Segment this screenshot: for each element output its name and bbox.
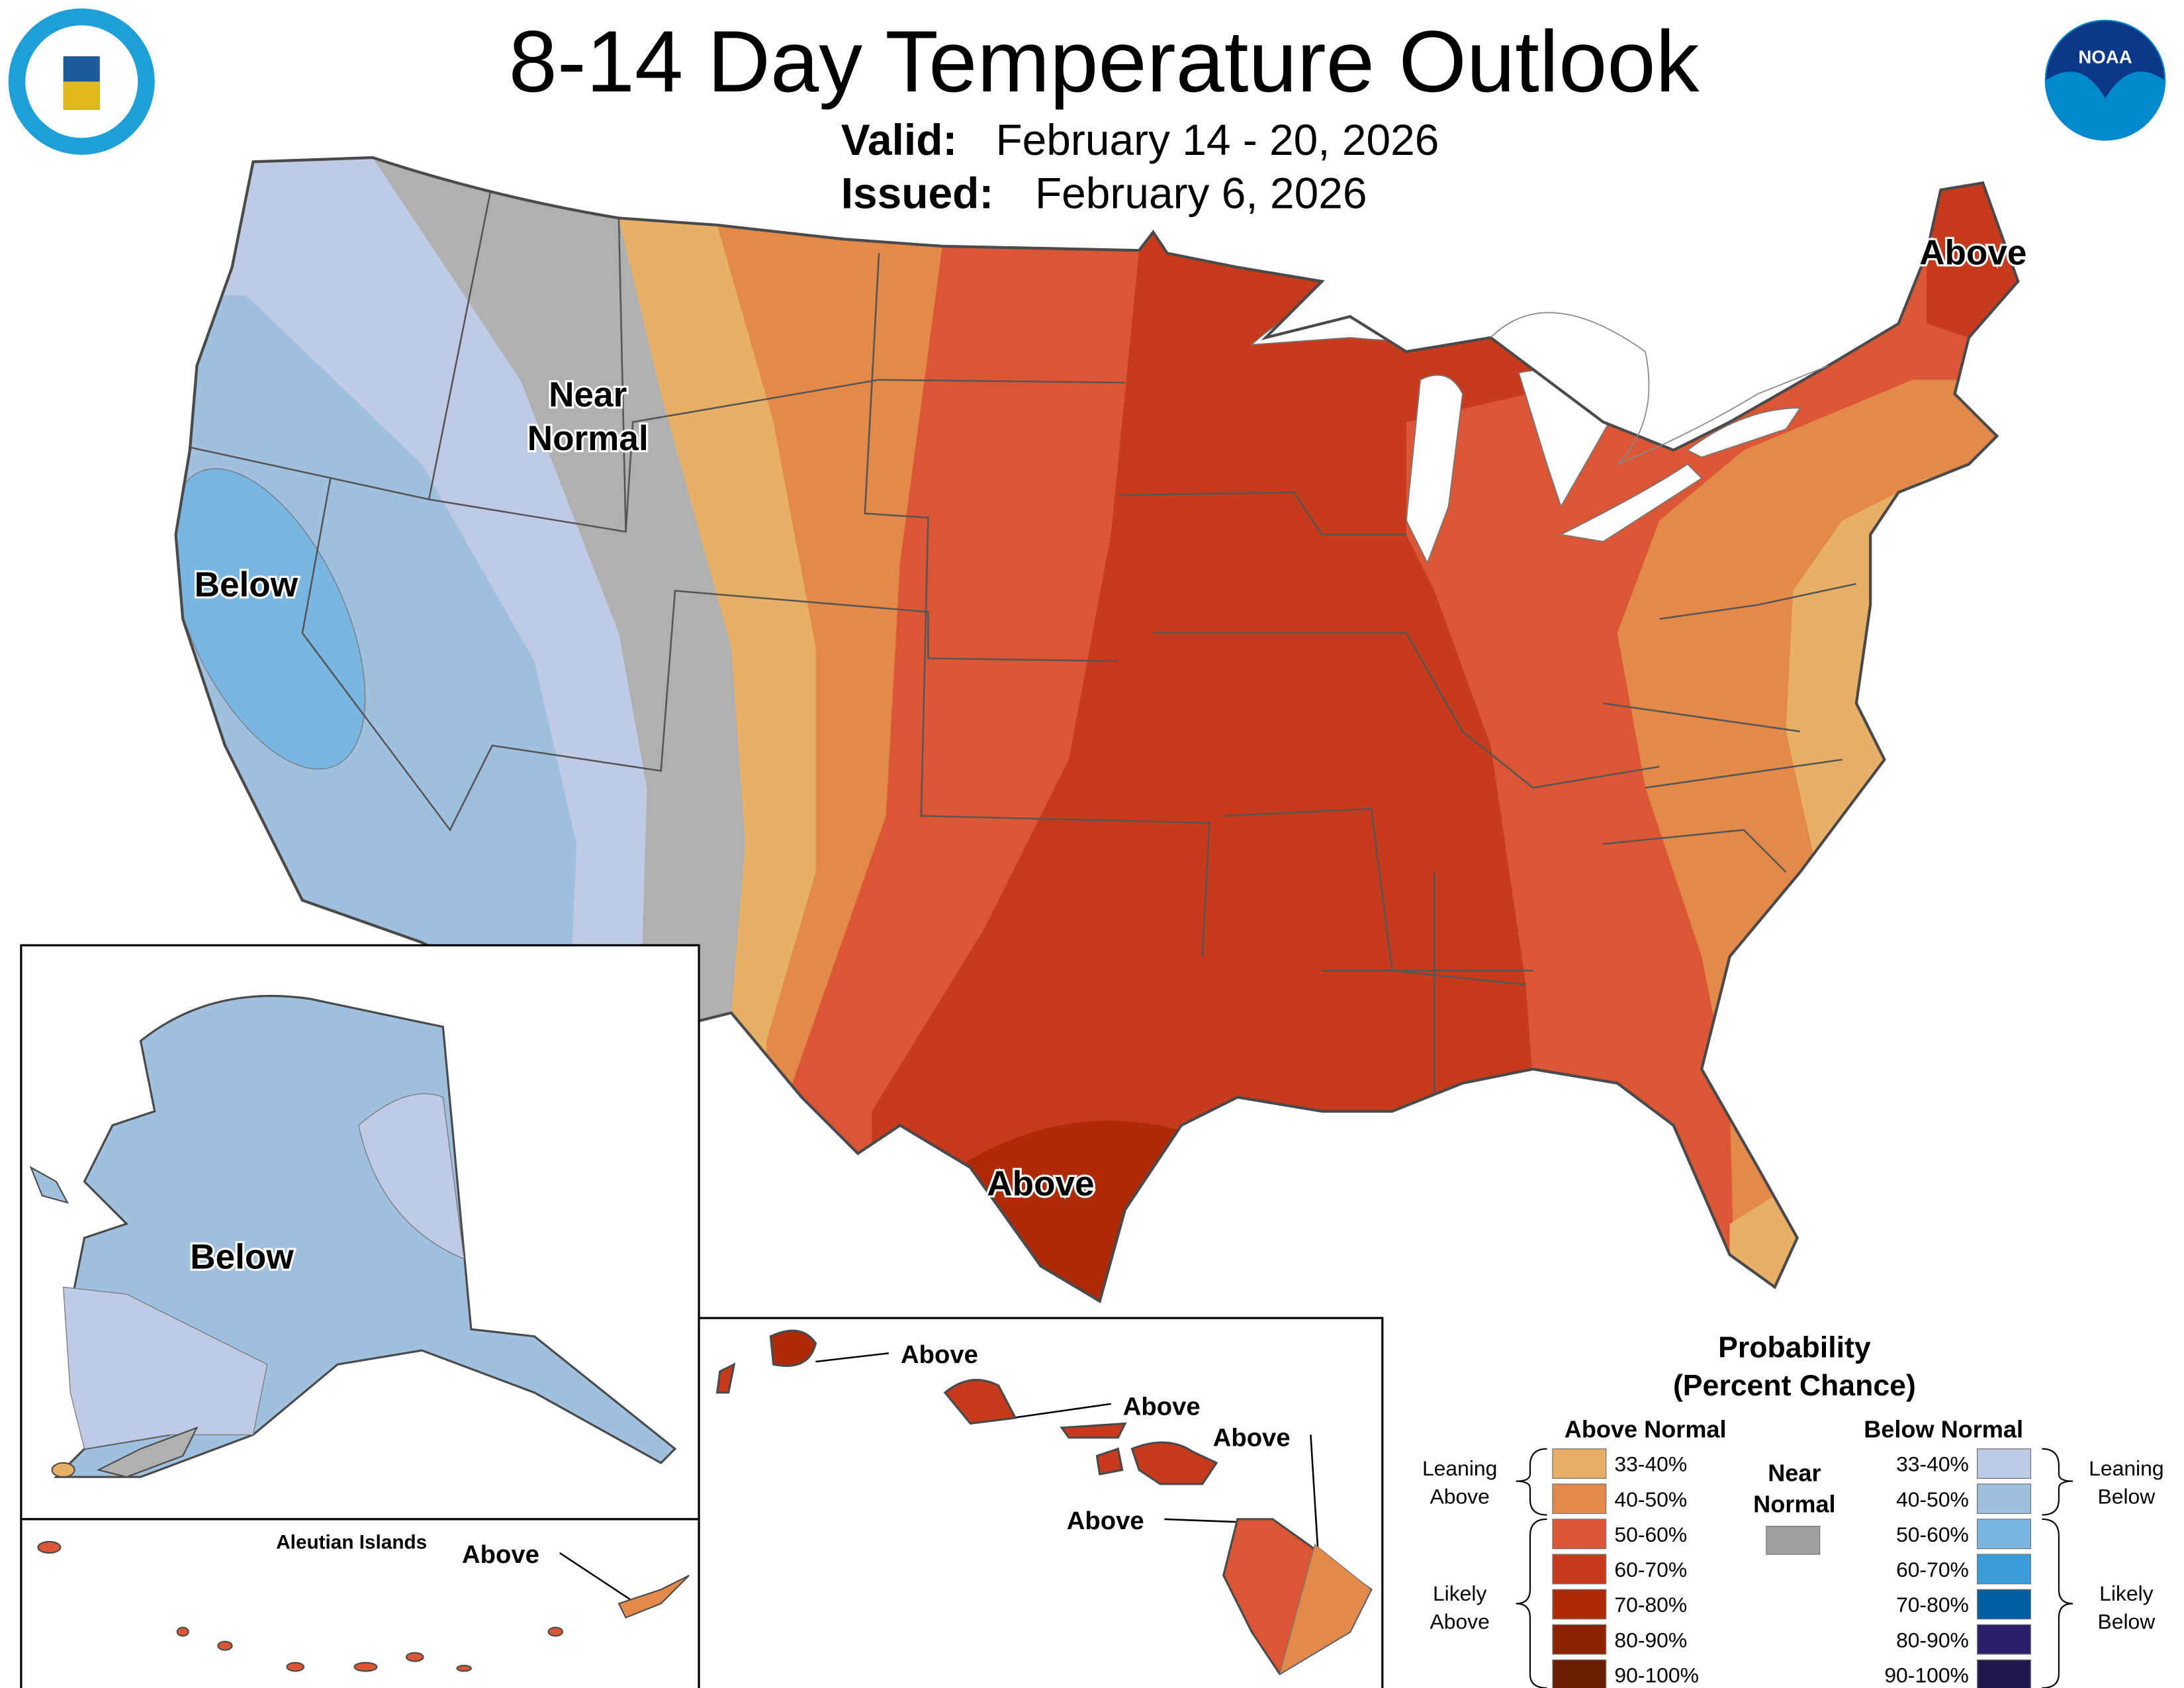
state-borders xyxy=(189,183,1857,1098)
aleutian-title: Aleutian Islands xyxy=(276,1532,427,1554)
legend-label-above-3: 60-70% xyxy=(1614,1558,1687,1581)
label-near-normal-1: Near xyxy=(549,375,627,414)
legend-swatch-near-normal xyxy=(1766,1525,1821,1555)
legend-swatch-below-4 xyxy=(1976,1589,2032,1620)
legend-swatch-above-3 xyxy=(1552,1554,1607,1585)
legend-likely-below-2: Below xyxy=(2097,1610,2156,1634)
issued-date: February 6, 2026 xyxy=(1035,169,1367,218)
legend-swatch-below-6 xyxy=(1976,1659,2032,1688)
region-below-50-60 xyxy=(175,468,366,770)
legend-near-2: Normal xyxy=(1753,1490,1835,1517)
legend-swatch-above-0 xyxy=(1552,1448,1607,1479)
legend-title-1: Probability xyxy=(1718,1332,1871,1364)
legend-rows: 33-40% 40-50% 50-60% 60-70% 70-80% 80-90% 90-1… xyxy=(1552,1448,2032,1688)
region-above-33-40-east xyxy=(1786,478,2019,859)
legend-below-header: Below Normal xyxy=(1864,1416,2023,1443)
legend-swatch-below-3 xyxy=(1976,1554,2032,1585)
alaska-inset xyxy=(20,944,700,1521)
legend-above-header: Above Normal xyxy=(1565,1416,1727,1443)
legend-swatch-above-6 xyxy=(1552,1659,1607,1688)
label-near-normal-2: Normal xyxy=(527,419,649,458)
lake-ontario xyxy=(1686,407,1801,458)
legend-near-1: Near xyxy=(1768,1460,1821,1487)
doc-seal-logo xyxy=(8,8,155,155)
label-maine-above: Above xyxy=(1919,234,2026,273)
legend-label-above-2: 50-60% xyxy=(1614,1523,1687,1546)
label-hawaii-above-kauai: Above xyxy=(901,1340,978,1369)
noaa-logo: NOAA xyxy=(2044,19,2166,141)
label-aleutian-above: Above xyxy=(462,1540,539,1569)
label-west-below: Below xyxy=(195,565,298,604)
legend-swatch-above-4 xyxy=(1552,1589,1607,1620)
legend-label-below-1: 40-50% xyxy=(1896,1487,1969,1511)
legend-swatch-above-1 xyxy=(1552,1483,1607,1515)
label-alaska-below: Below xyxy=(190,1238,294,1277)
legend-swatch-below-5 xyxy=(1976,1624,2032,1655)
legend-leaning-below-1: Leaning xyxy=(2089,1456,2163,1480)
legend-label-above-0: 33-40% xyxy=(1614,1452,1687,1476)
legend-label-below-3: 60-70% xyxy=(1896,1558,1969,1581)
valid-label: Valid: xyxy=(841,115,958,164)
legend-likely-above-1: Likely xyxy=(1433,1581,1487,1605)
noaa-logo-text: NOAA xyxy=(2078,47,2132,68)
legend-leaning-above-2: Above xyxy=(1430,1485,1489,1509)
legend-leaning-above-1: Leaning xyxy=(1422,1456,1497,1480)
legend-label-below-2: 50-60% xyxy=(1896,1523,1969,1546)
page-title: 8-14 Day Temperature Outlook xyxy=(509,13,1700,110)
legend-label-above-6: 90-100% xyxy=(1614,1663,1699,1687)
legend-leaning-below-2: Below xyxy=(2097,1485,2156,1509)
legend: Probability (Percent Chance) Above Norma… xyxy=(1422,1332,2164,1688)
legend-swatch-below-1 xyxy=(1976,1483,2032,1515)
legend-likely-below-1: Likely xyxy=(2099,1581,2154,1605)
valid-dates: February 14 - 20, 2026 xyxy=(995,115,1439,164)
issued-label: Issued: xyxy=(841,169,994,218)
aleutian-inset xyxy=(20,1518,700,1688)
legend-label-below-6: 90-100% xyxy=(1884,1663,1969,1687)
legend-label-below-4: 70-80% xyxy=(1896,1593,1969,1617)
legend-swatch-above-5 xyxy=(1552,1624,1607,1655)
region-above-33-40-florida xyxy=(1729,1196,1821,1301)
label-texas-above: Above xyxy=(987,1164,1094,1203)
legend-label-above-5: 80-90% xyxy=(1614,1628,1687,1652)
legend-swatch-above-2 xyxy=(1552,1519,1607,1550)
legend-title-2: (Percent Chance) xyxy=(1673,1370,1916,1402)
lake-michigan xyxy=(1406,374,1463,565)
legend-braces xyxy=(1516,1448,2073,1688)
label-hawaii-above-maui: Above xyxy=(1213,1423,1291,1452)
legend-likely-above-2: Above xyxy=(1430,1610,1489,1634)
lake-erie xyxy=(1559,463,1703,543)
label-hawaii-above-oahu: Above xyxy=(1123,1393,1201,1421)
legend-label-above-4: 70-80% xyxy=(1614,1593,1687,1617)
legend-swatch-below-0 xyxy=(1976,1448,2032,1479)
region-above-70-80-texas xyxy=(956,1120,1189,1301)
legend-label-below-0: 33-40% xyxy=(1896,1452,1969,1476)
canada-lake-shoreline xyxy=(1490,312,1829,465)
legend-label-below-5: 80-90% xyxy=(1896,1628,1969,1652)
hawaii-inset xyxy=(698,1317,1384,1688)
legend-swatch-below-2 xyxy=(1976,1519,2032,1550)
legend-label-above-1: 40-50% xyxy=(1614,1487,1687,1511)
label-hawaii-above-bigisland: Above xyxy=(1067,1507,1144,1535)
